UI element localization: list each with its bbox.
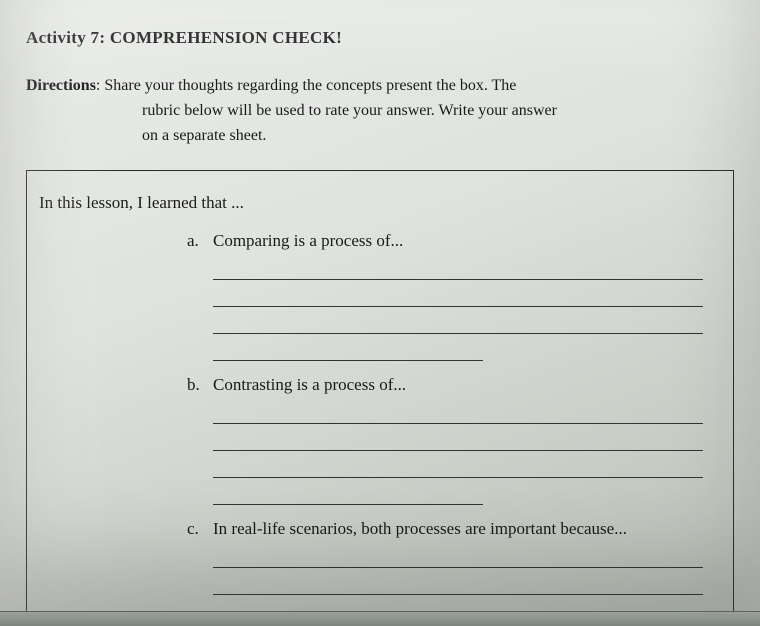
blank-line[interactable]: [213, 428, 703, 451]
blank-line[interactable]: [213, 401, 703, 424]
title-main: COMPREHENSION CHECK!: [110, 28, 342, 47]
directions-line-2: rubric below will be used to rate your a…: [26, 99, 734, 124]
blank-line[interactable]: [213, 284, 703, 307]
item-b: b. Contrasting is a process of...: [187, 375, 703, 505]
items-container: a. Comparing is a process of... b. Contr…: [39, 231, 723, 626]
lead-sentence: In this lesson, I learned that ...: [39, 193, 723, 213]
blank-line[interactable]: [213, 311, 703, 334]
blank-line[interactable]: [213, 338, 483, 361]
item-c: c. In real-life scenarios, both processe…: [187, 519, 703, 626]
blank-line[interactable]: [213, 572, 703, 595]
blank-line[interactable]: [213, 545, 703, 568]
item-prompt: In real-life scenarios, both processes a…: [213, 519, 703, 539]
directions-label: Directions: [26, 77, 96, 94]
directions-line-3: on a separate sheet.: [26, 124, 734, 149]
item-letter: b.: [187, 375, 213, 395]
item-prompt: Comparing is a process of...: [213, 231, 703, 251]
blank-line[interactable]: [213, 482, 483, 505]
photo-bottom-edge: [0, 611, 760, 626]
item-prompt: Contrasting is a process of...: [213, 375, 703, 395]
item-a: a. Comparing is a process of...: [187, 231, 703, 361]
response-box: In this lesson, I learned that ... a. Co…: [26, 170, 734, 626]
blank-lines: [187, 401, 703, 505]
activity-title: Activity 7: COMPREHENSION CHECK!: [26, 28, 734, 48]
title-prefix: Activity 7:: [26, 28, 110, 47]
item-letter: c.: [187, 519, 213, 539]
blank-line[interactable]: [213, 257, 703, 280]
item-letter: a.: [187, 231, 213, 251]
worksheet-page: Activity 7: COMPREHENSION CHECK! Directi…: [0, 0, 760, 626]
directions-block: Directions: Share your thoughts regardin…: [26, 74, 734, 148]
blank-line[interactable]: [213, 455, 703, 478]
blank-lines: [187, 257, 703, 361]
directions-line-1: : Share your thoughts regarding the conc…: [96, 77, 516, 94]
